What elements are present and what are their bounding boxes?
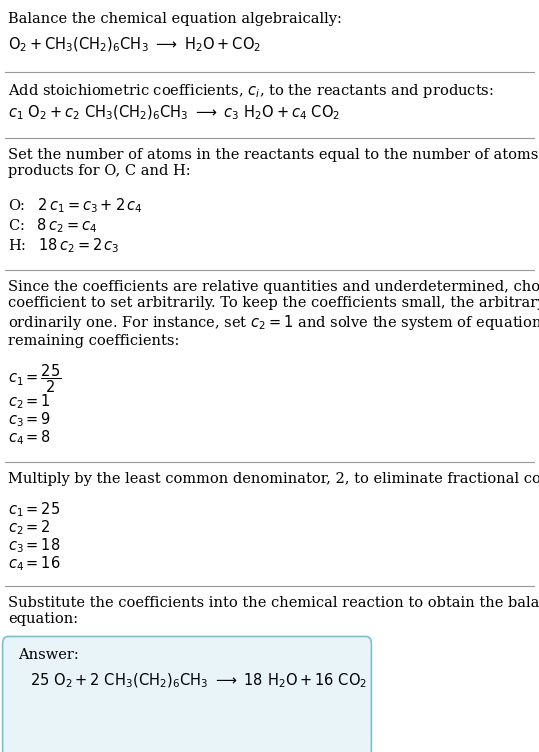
Text: $c_4 = 16$: $c_4 = 16$ [8, 554, 60, 573]
Text: Substitute the coefficients into the chemical reaction to obtain the balanced
eq: Substitute the coefficients into the che… [8, 596, 539, 626]
Text: $c_3 = 18$: $c_3 = 18$ [8, 536, 60, 555]
Text: Set the number of atoms in the reactants equal to the number of atoms in the
pro: Set the number of atoms in the reactants… [8, 148, 539, 178]
Text: Balance the chemical equation algebraically:: Balance the chemical equation algebraica… [8, 12, 342, 26]
Text: $c_1 = \dfrac{25}{2}$: $c_1 = \dfrac{25}{2}$ [8, 362, 61, 395]
Text: $c_1 = 25$: $c_1 = 25$ [8, 500, 60, 519]
Text: $c_2 = 1$: $c_2 = 1$ [8, 392, 51, 411]
Text: $c_4 = 8$: $c_4 = 8$ [8, 428, 51, 447]
Text: $\mathrm{O_2 + CH_3(CH_2)_6CH_3 \ \longrightarrow \ H_2O + CO_2}$: $\mathrm{O_2 + CH_3(CH_2)_6CH_3 \ \longr… [8, 36, 261, 54]
Text: $c_2 = 2$: $c_2 = 2$ [8, 518, 51, 537]
Text: $c_1 \ \mathrm{O_2} + c_2 \ \mathrm{CH_3(CH_2)_6CH_3} \ \longrightarrow \ c_3 \ : $c_1 \ \mathrm{O_2} + c_2 \ \mathrm{CH_3… [8, 104, 340, 123]
Text: $25 \ \mathrm{O_2} + 2 \ \mathrm{CH_3(CH_2)_6CH_3} \ \longrightarrow \ 18 \ \mat: $25 \ \mathrm{O_2} + 2 \ \mathrm{CH_3(CH… [30, 672, 367, 690]
Text: $c_3 = 9$: $c_3 = 9$ [8, 410, 51, 429]
Text: Since the coefficients are relative quantities and underdetermined, choose a
coe: Since the coefficients are relative quan… [8, 280, 539, 348]
Text: Add stoichiometric coefficients, $c_i$, to the reactants and products:: Add stoichiometric coefficients, $c_i$, … [8, 82, 494, 100]
Text: C: $\;\; 8 \, c_2 = c_4$: C: $\;\; 8 \, c_2 = c_4$ [8, 216, 97, 235]
Text: Answer:: Answer: [18, 648, 79, 662]
Text: Multiply by the least common denominator, 2, to eliminate fractional coefficient: Multiply by the least common denominator… [8, 472, 539, 486]
Text: H: $\;\; 18 \, c_2 = 2 \, c_3$: H: $\;\; 18 \, c_2 = 2 \, c_3$ [8, 236, 120, 255]
Text: O: $\;\; 2 \, c_1 = c_3 + 2 \, c_4$: O: $\;\; 2 \, c_1 = c_3 + 2 \, c_4$ [8, 196, 143, 215]
